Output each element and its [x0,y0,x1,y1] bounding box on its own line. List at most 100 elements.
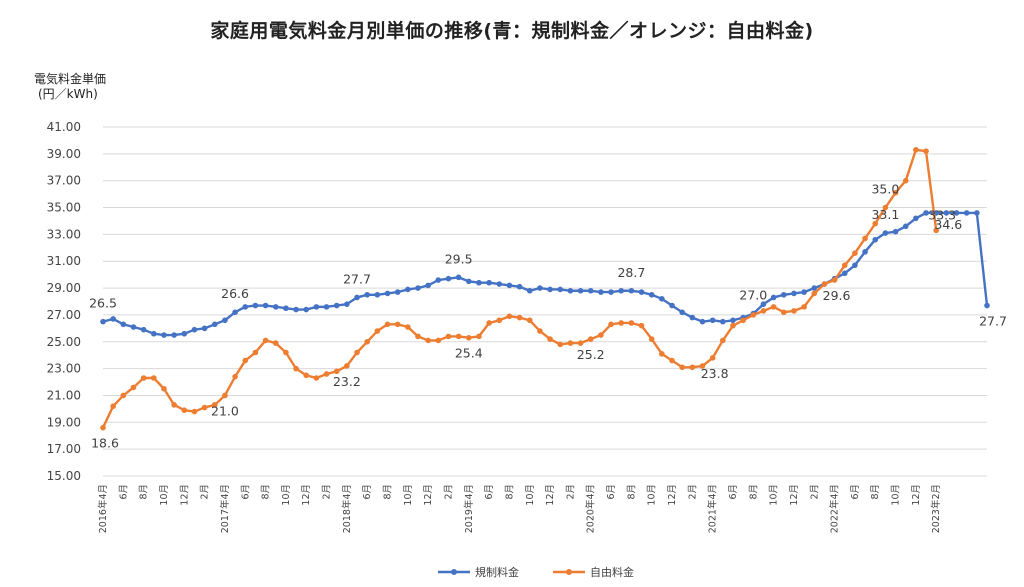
data-point [445,333,452,340]
x-tick-label: 2019年4月 [463,484,475,533]
data-point [608,321,614,328]
data-point [323,304,330,310]
y-tick-label: 17.00 [47,442,81,456]
y-tick-label: 21.00 [47,388,81,402]
data-point [425,337,431,344]
data-label: 21.0 [211,403,239,418]
data-point [506,282,513,289]
data-point [191,326,198,333]
data-point [618,287,625,294]
data-point [181,330,188,337]
y-tick-label: 29.00 [47,281,81,295]
data-point [151,375,157,381]
data-point [171,402,177,408]
data-point [394,289,401,295]
x-tick-label: 2月 [687,484,698,500]
x-tick-label: 2月 [200,484,211,500]
legend-swatch-marker [451,569,457,575]
y-tick-label: 41.00 [47,120,81,134]
data-point [567,287,574,294]
x-tick-label: 6月 [484,484,495,500]
data-point [303,306,310,313]
data-label: 27.0 [739,288,767,303]
data-point [526,317,533,324]
data-point [455,333,462,340]
x-tick-label: 2018年4月 [341,484,353,533]
data-point [811,285,818,291]
data-point [974,210,980,216]
y-tick-label: 25.00 [47,335,81,349]
data-point [801,289,807,295]
data-point [120,392,127,399]
data-point [648,336,655,342]
x-tick-label: 2022年4月 [829,484,841,533]
x-tick-label: 10月 [647,484,658,506]
data-point [110,403,116,410]
x-tick-label: 8月 [626,484,637,500]
x-tick-label: 8月 [504,484,515,500]
data-point [374,328,381,334]
data-point [201,325,208,332]
data-point [679,309,685,316]
x-tick-label: 8月 [261,484,272,500]
data-point [354,294,360,301]
data-point [425,282,431,289]
data-point [913,215,919,222]
data-point [374,291,381,298]
data-point [587,336,594,342]
x-axis: 2016年4月 6月 8月 10月 12月 2月 2017年4月 6月 8月 10月 12月 2月 20… [97,484,942,533]
data-point [486,279,492,286]
data-point [902,177,909,184]
data-point [201,404,208,411]
data-point [577,287,584,294]
data-point [699,318,706,325]
data-point [862,235,868,242]
data-point [913,147,919,153]
data-point [151,330,157,337]
legend-label: 自由料金 [590,565,634,579]
data-point [455,274,462,281]
x-tick-label: 2021年4月 [707,484,719,533]
x-tick-label: 12月 [301,484,312,506]
data-point [262,302,269,309]
data-point [222,392,228,399]
x-tick-label: 6月 [606,484,617,500]
data-point [730,317,736,324]
data-point [923,148,929,154]
x-tick-label: 8月 [383,484,394,500]
data-label: 28.7 [617,265,645,280]
data-label: 26.5 [89,296,117,311]
data-label: 27.7 [343,271,371,286]
data-point [333,302,340,309]
x-tick-label: 2023年2月 [930,484,942,533]
data-point [547,286,553,293]
data-point [283,349,289,356]
data-point [161,385,167,392]
data-point [476,333,482,340]
x-tick-label: 10月 [769,484,780,506]
x-tick-label: 8月 [139,484,150,500]
data-point [476,279,482,286]
data-point [872,236,879,243]
data-point [557,286,564,293]
data-point [526,287,533,294]
series-group [100,147,990,431]
data-point [293,365,299,372]
data-point [720,318,726,325]
data-point [679,364,685,371]
data-point [557,341,564,348]
data-point [364,291,370,298]
x-tick-label: 12月 [911,484,922,506]
data-point [537,285,543,291]
data-point [750,312,757,318]
data-point [394,321,401,328]
data-point [882,230,889,236]
data-point [923,210,929,216]
x-tick-label: 6月 [118,484,129,500]
x-tick-label: 10月 [891,484,902,506]
legend-label: 規制料金 [475,565,519,579]
data-point [506,313,513,320]
data-point [354,349,360,356]
data-point [770,294,777,301]
data-point [669,302,675,309]
